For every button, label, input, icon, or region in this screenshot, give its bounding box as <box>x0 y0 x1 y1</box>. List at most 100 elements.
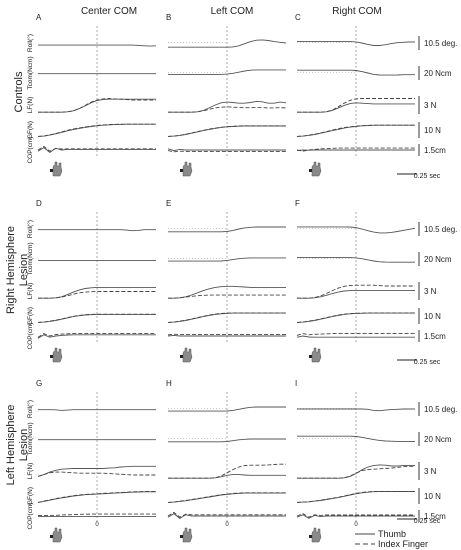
hand-icon <box>309 347 322 363</box>
trace-thumb-copcm <box>167 334 286 337</box>
svg-text:Controls: Controls <box>13 71 25 112</box>
panel-f: F 10.5 deg. 20 Ncm 3 N 10 N 1.5cm 0.25 sec <box>295 199 457 366</box>
scale-label: 1.5cm <box>424 146 446 155</box>
onset-label: 0 <box>95 522 99 528</box>
hand-icon <box>50 527 63 543</box>
trace-index-gfn <box>296 124 415 137</box>
trace-thumb-roll <box>168 406 286 412</box>
trace-index-gfn <box>37 313 156 323</box>
row-label: Tcom(Ncm) <box>27 422 34 455</box>
trace-thumb-roll <box>38 44 157 47</box>
row-label: COP(cm) <box>27 502 34 529</box>
scale-label: 10 N <box>424 312 441 321</box>
trace-thumb-tcomncm <box>168 257 286 262</box>
row-label: Roll(°) <box>26 400 34 418</box>
panel-letter: I <box>295 379 297 388</box>
trace-thumb-copcm <box>167 148 286 152</box>
row-label: Roll(°) <box>26 220 34 238</box>
trace-thumb-roll <box>297 408 415 412</box>
scale-label: 10.5 deg. <box>424 225 457 234</box>
trace-index-copcm <box>167 150 286 153</box>
group-label: Right Hemisphere Lesion <box>5 226 30 314</box>
panel-letter: F <box>295 199 300 208</box>
scale-label: 10 N <box>424 492 441 501</box>
scale-label: 20 Ncm <box>424 69 452 78</box>
panel-e: E <box>166 199 286 363</box>
trace-index-gfn <box>296 490 415 503</box>
trace-index-lfn <box>38 291 156 299</box>
trace-index-lfn <box>168 463 286 479</box>
trace-index-lfn <box>168 106 287 113</box>
trace-index-copcm <box>38 513 156 516</box>
trace-thumb-roll <box>297 41 416 46</box>
svg-text:Lesion: Lesion <box>18 429 30 461</box>
trace-thumb-copcm <box>37 334 156 339</box>
trace-index-gfn <box>37 123 156 137</box>
panel-i: I 10.5 deg. 20 Ncm 3 N 10 N 1.5cm 0 0.25 sec <box>295 379 457 543</box>
scale-label: 20 Ncm <box>424 435 452 444</box>
panel-d: D Roll(°) Tcom(Ncm) LF(N) GF(N)COP(cm) <box>26 199 156 363</box>
trace-index-gfn <box>296 312 415 323</box>
trace-index-lfn <box>297 465 415 479</box>
hand-icon <box>180 161 193 177</box>
time-scale-label: 0.25 sec <box>414 518 441 525</box>
trace-thumb-copcm <box>296 149 415 152</box>
onset-label: 0 <box>354 522 358 528</box>
trace-thumb-copcm <box>167 513 286 519</box>
scale-label: 20 Ncm <box>424 255 452 264</box>
trace-thumb-tcomncm <box>297 69 415 76</box>
trace-thumb-copcm <box>296 514 415 519</box>
panel-b: B <box>166 13 287 177</box>
svg-text:Right Hemisphere: Right Hemisphere <box>5 226 17 314</box>
trace-thumb-tcomncm <box>297 257 415 263</box>
panel-letter: C <box>295 13 301 22</box>
trace-index-copcm <box>37 145 156 152</box>
row-label: GF(N) <box>27 307 34 325</box>
row-label: LF(N) <box>27 463 34 480</box>
row-label: COP(cm) <box>27 322 34 349</box>
time-scale-label: 0.25 sec <box>414 359 441 366</box>
trace-thumb-roll <box>168 39 287 48</box>
panel-a: A Roll(°) Tcom(Ncm) LF(N) GF(N)COP(cm) <box>26 13 157 177</box>
scale-label: 3 N <box>424 467 437 476</box>
trace-thumb-tcomncm <box>297 435 415 442</box>
hand-icon <box>50 347 63 363</box>
column-header: Right COM <box>332 6 381 17</box>
trace-thumb-lfn <box>297 290 415 299</box>
panel-g: G Roll(°) Tcom(Ncm) LF(N) GF(N)COP(cm) 0 <box>26 379 156 543</box>
trace-index-copcm <box>167 333 286 336</box>
scale-label: 3 N <box>424 101 437 110</box>
row-label: Tcom(Ncm) <box>27 56 34 89</box>
scale-label: 10.5 deg. <box>424 405 457 414</box>
trace-index-copcm <box>37 333 156 338</box>
legend: Thumb Index Finger <box>355 529 428 549</box>
scale-label: 1.5cm <box>424 332 446 341</box>
scale-label: 10 N <box>424 126 441 135</box>
row-label: LF(N) <box>27 97 34 114</box>
row-label: Tcom(Ncm) <box>27 242 34 275</box>
hand-icon <box>50 161 63 177</box>
panel-c: C 10.5 deg. 20 Ncm 3 N 10 N 1.5cm 0.25 sec <box>295 13 457 180</box>
trace-thumb-roll <box>168 226 286 233</box>
panel-letter: G <box>36 379 42 388</box>
row-label: Roll(°) <box>26 34 34 52</box>
trace-index-gfn <box>167 125 286 137</box>
trace-index-lfn <box>297 284 415 299</box>
time-scale-label: 0.25 sec <box>414 173 441 180</box>
legend-thumb-label: Thumb <box>378 529 406 539</box>
trace-thumb-lfn <box>168 285 286 299</box>
trace-thumb-tcomncm <box>168 438 286 443</box>
trace-index-copcm <box>296 147 415 152</box>
trace-index-lfn <box>168 294 286 299</box>
trace-thumb-tcomncm <box>168 69 286 75</box>
panel-letter: A <box>36 13 42 22</box>
trace-thumb-copcm <box>37 147 156 153</box>
trace-index-gfn <box>167 492 286 503</box>
trace-index-lfn <box>297 98 415 113</box>
trace-thumb-roll <box>38 229 156 232</box>
trace-index-gfn <box>37 491 156 503</box>
trace-index-gfn <box>167 312 286 323</box>
row-label: COP(cm) <box>27 136 34 163</box>
hand-icon <box>309 527 322 543</box>
column-header: Center COM <box>81 6 137 17</box>
